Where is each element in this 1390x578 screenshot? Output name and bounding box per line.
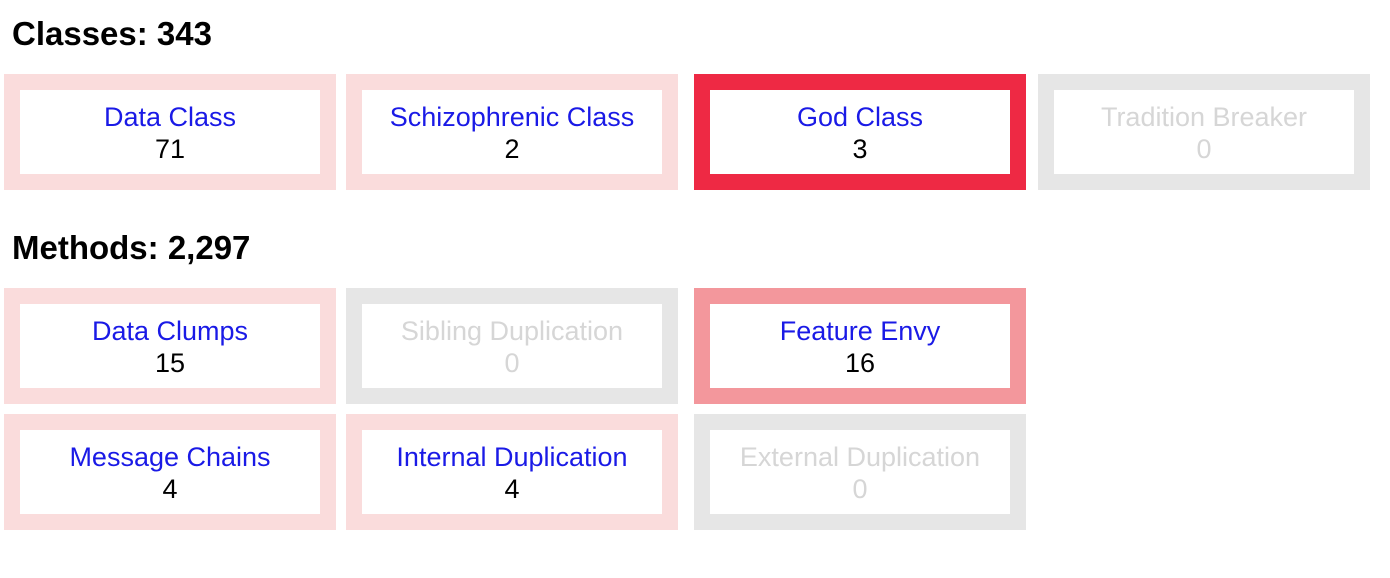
classes-heading: Classes: 343 bbox=[12, 15, 212, 52]
message-chains-link[interactable]: Message Chains bbox=[69, 442, 271, 472]
sibling-duplication-label: Sibling Duplication bbox=[400, 316, 624, 346]
sibling-duplication-count: 0 bbox=[504, 348, 520, 378]
schizophrenic-class-count: 2 bbox=[504, 134, 520, 164]
tradition-breaker-label: Tradition Breaker bbox=[1100, 102, 1308, 132]
internal-duplication-link[interactable]: Internal Duplication bbox=[396, 442, 628, 472]
tradition-breaker-count: 0 bbox=[1196, 134, 1212, 164]
feature-envy-count: 16 bbox=[844, 348, 876, 378]
god-class-count: 3 bbox=[852, 134, 868, 164]
external-duplication-label: External Duplication bbox=[739, 442, 981, 472]
methods-heading: Methods: 2,297 bbox=[12, 229, 251, 266]
data-class-link[interactable]: Data Class bbox=[103, 102, 237, 132]
tile-data-clumps: Data Clumps 15 bbox=[4, 288, 336, 404]
schizophrenic-class-link[interactable]: Schizophrenic Class bbox=[389, 102, 635, 132]
data-clumps-count: 15 bbox=[154, 348, 186, 378]
tile-sibling-duplication: Sibling Duplication 0 bbox=[346, 288, 678, 404]
tile-feature-envy: Feature Envy 16 bbox=[694, 288, 1026, 404]
tile-data-class: Data Class 71 bbox=[4, 74, 336, 190]
tile-message-chains: Message Chains 4 bbox=[4, 414, 336, 530]
data-clumps-link[interactable]: Data Clumps bbox=[91, 316, 249, 346]
feature-envy-link[interactable]: Feature Envy bbox=[779, 316, 941, 346]
tile-schizophrenic-class: Schizophrenic Class 2 bbox=[346, 74, 678, 190]
external-duplication-count: 0 bbox=[852, 474, 868, 504]
tile-tradition-breaker: Tradition Breaker 0 bbox=[1038, 74, 1370, 190]
tile-internal-duplication: Internal Duplication 4 bbox=[346, 414, 678, 530]
message-chains-count: 4 bbox=[162, 474, 178, 504]
data-class-count: 71 bbox=[154, 134, 186, 164]
god-class-link[interactable]: God Class bbox=[796, 102, 924, 132]
internal-duplication-count: 4 bbox=[504, 474, 520, 504]
tile-external-duplication: External Duplication 0 bbox=[694, 414, 1026, 530]
tile-god-class: God Class 3 bbox=[694, 74, 1026, 190]
